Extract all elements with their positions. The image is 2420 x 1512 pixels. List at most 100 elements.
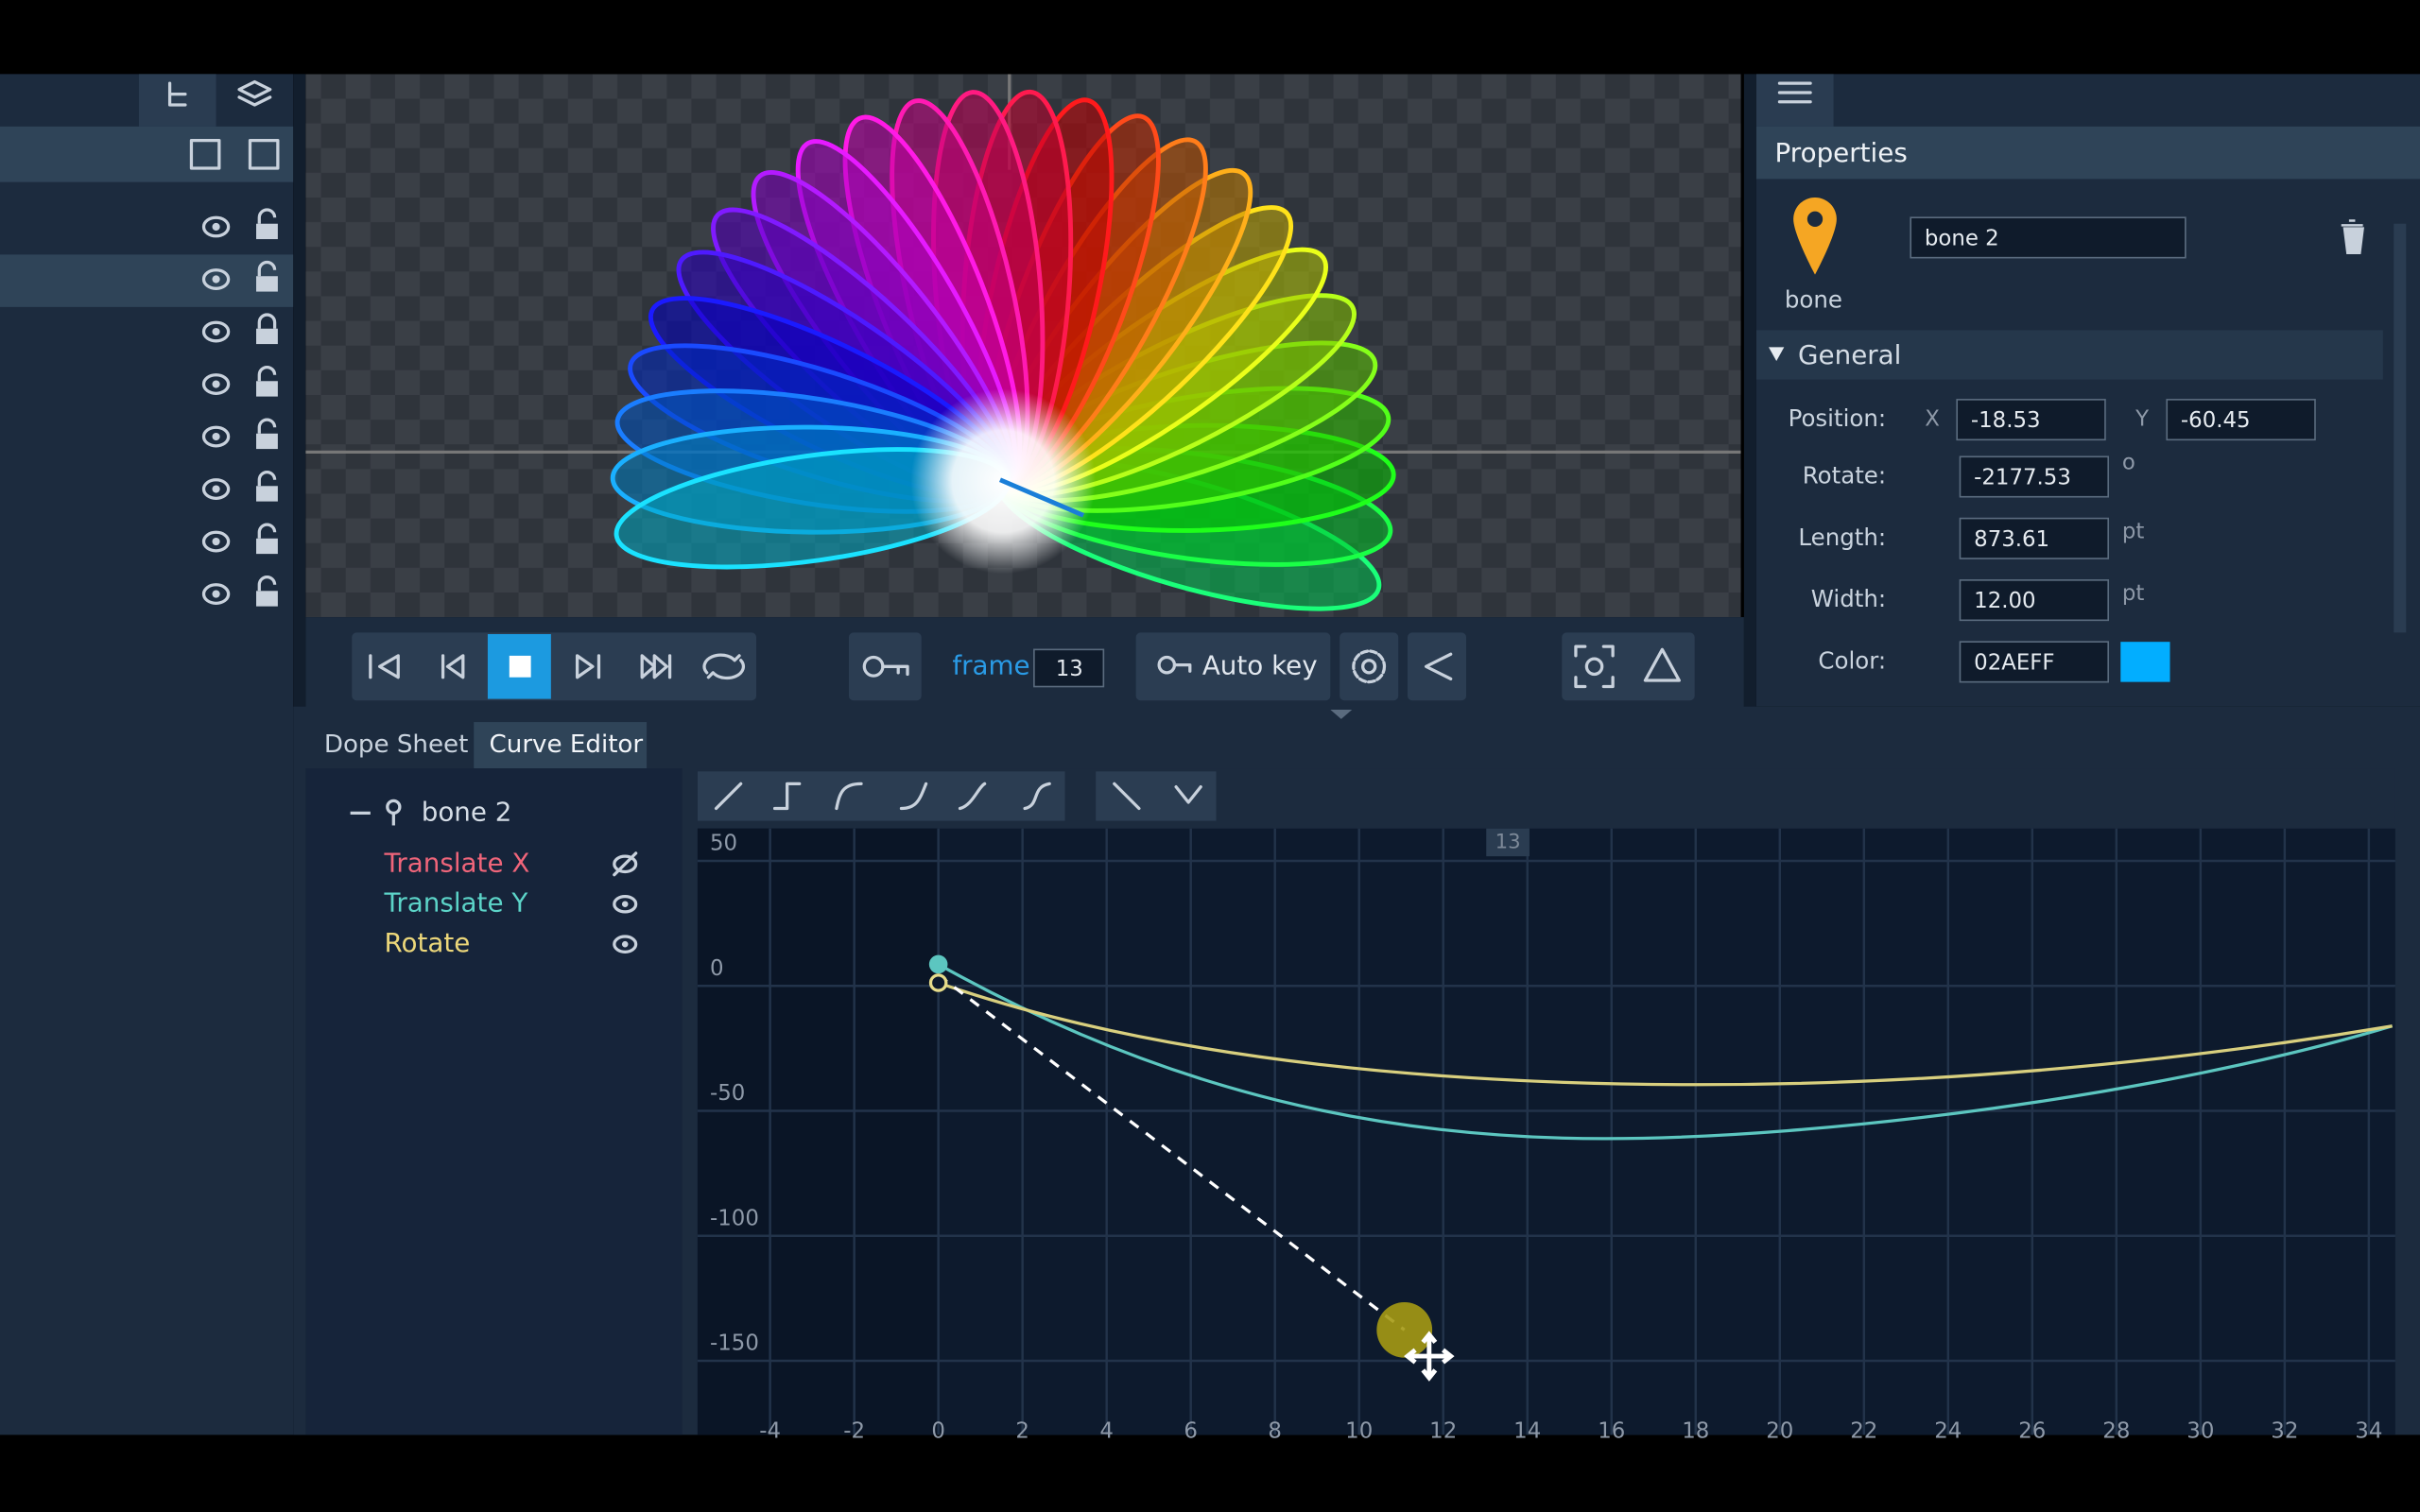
- properties-icon[interactable]: [1777, 81, 1812, 104]
- delete-icon[interactable]: [2341, 219, 2364, 254]
- field-value[interactable]: -2177.53: [1974, 466, 2071, 490]
- visibility-icon[interactable]: [212, 380, 220, 388]
- input[interactable]: [1959, 641, 2110, 683]
- lock-icon[interactable]: [257, 471, 277, 487]
- visibility-icon[interactable]: [212, 537, 220, 546]
- input[interactable]: [1956, 399, 2106, 441]
- input[interactable]: [2166, 399, 2316, 441]
- lock-icon[interactable]: [256, 328, 278, 345]
- input[interactable]: [1959, 455, 2110, 498]
- bone-shape[interactable]: [998, 477, 1085, 518]
- expand-icon[interactable]: [189, 138, 221, 170]
- gear-icon[interactable]: [1352, 649, 1387, 684]
- lock-icon[interactable]: [257, 313, 277, 329]
- playback-icons[interactable]: [369, 654, 672, 679]
- collapse-icon[interactable]: [248, 138, 280, 170]
- frame-icon[interactable]: [1574, 644, 1615, 689]
- visibility-icon[interactable]: [212, 275, 220, 284]
- visibility-icons[interactable]: [613, 851, 638, 954]
- visibility-icon[interactable]: [201, 320, 231, 343]
- stop-icon[interactable]: [509, 655, 531, 678]
- lock-icon[interactable]: [257, 576, 277, 592]
- lock-icon[interactable]: [257, 418, 277, 434]
- keyframe[interactable]: [928, 973, 948, 992]
- bone-name[interactable]: bone 2: [422, 796, 512, 827]
- frame-icon[interactable]: [1584, 657, 1604, 677]
- frame-input[interactable]: [1033, 648, 1105, 688]
- y-axis-label: 0: [710, 956, 724, 981]
- collapse-arrow[interactable]: [1769, 347, 1785, 362]
- channel[interactable]: Translate X: [384, 847, 530, 878]
- lock-icon[interactable]: [257, 208, 277, 224]
- lock-icon[interactable]: [256, 223, 278, 240]
- lock-icon[interactable]: [256, 486, 278, 502]
- section-header[interactable]: [1755, 330, 2383, 380]
- visibility-icon[interactable]: [201, 373, 231, 395]
- translate-y-curve[interactable]: [937, 962, 2394, 1141]
- settings-button[interactable]: [1340, 632, 1399, 701]
- channel[interactable]: Rotate: [385, 927, 471, 958]
- lock-icon[interactable]: [256, 276, 278, 292]
- field-value[interactable]: -60.45: [2181, 408, 2251, 433]
- visibility-icon[interactable]: [201, 268, 231, 290]
- loop-icon[interactable]: [702, 653, 746, 680]
- object-name[interactable]: bone 2: [1925, 227, 1999, 251]
- tab-active[interactable]: [474, 722, 648, 769]
- lock-icon[interactable]: [257, 523, 277, 539]
- key-icon[interactable]: [881, 664, 909, 677]
- selected-row[interactable]: [0, 254, 294, 307]
- keyframe[interactable]: [928, 954, 948, 974]
- share-icon[interactable]: [1424, 652, 1453, 680]
- lock-icon[interactable]: [257, 366, 277, 382]
- channel[interactable]: Translate Y: [384, 887, 528, 919]
- field-value[interactable]: 873.61: [1974, 527, 2049, 552]
- visibility-icon[interactable]: [201, 215, 231, 238]
- color-swatch[interactable]: [2120, 642, 2170, 682]
- visibility-icon[interactable]: [212, 222, 220, 232]
- visibility-icon[interactable]: [201, 425, 231, 448]
- x-axis-label: 24: [1934, 1419, 1962, 1444]
- rotate-curve[interactable]: [938, 981, 2393, 1087]
- frame-value[interactable]: 13: [1056, 657, 1083, 681]
- current-frame[interactable]: 13: [1495, 830, 1521, 853]
- visibility-icon[interactable]: [212, 432, 220, 441]
- scrollbar[interactable]: [2394, 223, 2407, 633]
- gear-icon[interactable]: [1361, 659, 1377, 675]
- unit: pt: [2122, 581, 2145, 606]
- visibility-icon[interactable]: [201, 478, 231, 500]
- field-label: Width:: [1811, 585, 1886, 612]
- lock-icon[interactable]: [256, 381, 278, 397]
- visibility-icon[interactable]: [212, 485, 220, 493]
- visibility-icon[interactable]: [212, 327, 220, 336]
- resize-handle[interactable]: [1330, 710, 1353, 719]
- tab[interactable]: Dope Sheet: [324, 730, 469, 759]
- tangent-handle[interactable]: [1376, 1301, 1433, 1358]
- interpolation-buttons[interactable]: [697, 771, 1217, 821]
- lock-icon[interactable]: [256, 538, 278, 555]
- current-frame-marker[interactable]: [1486, 828, 1530, 857]
- lock-icon[interactable]: [257, 261, 277, 277]
- key-icon[interactable]: [1172, 663, 1192, 673]
- visibility-icon[interactable]: [212, 590, 220, 598]
- field-value[interactable]: -18.53: [1971, 408, 2041, 433]
- visibility-icon[interactable]: [201, 530, 231, 553]
- lock-icon[interactable]: [256, 433, 278, 450]
- bones-icon[interactable]: [1643, 647, 1681, 682]
- hierarchy-icon[interactable]: [167, 81, 187, 107]
- input[interactable]: [1959, 579, 2110, 622]
- visibility-icon[interactable]: [201, 583, 231, 605]
- tab[interactable]: Curve Editor: [490, 730, 644, 759]
- share-button[interactable]: [1407, 632, 1467, 701]
- field-value[interactable]: 02AEFF: [1974, 651, 2054, 676]
- auto-key-label[interactable]: Auto key: [1202, 649, 1318, 680]
- auto-key-button[interactable]: [1135, 632, 1331, 701]
- name-input[interactable]: [1910, 216, 2187, 259]
- lock-icon[interactable]: [256, 591, 278, 607]
- tab-active[interactable]: [138, 74, 216, 127]
- layers-icon[interactable]: [237, 79, 272, 107]
- field-label: X: [1925, 407, 1940, 432]
- field-value[interactable]: 12.00: [1974, 589, 2035, 613]
- section-title[interactable]: General: [1798, 339, 1901, 370]
- input[interactable]: [1959, 517, 2110, 559]
